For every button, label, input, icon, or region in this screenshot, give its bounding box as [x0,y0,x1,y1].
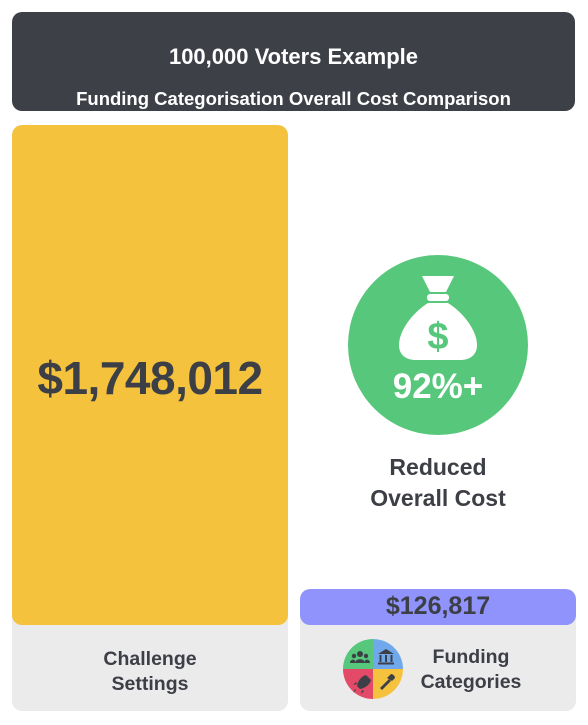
savings-percent: 92%+ [392,367,484,406]
challenge-settings-label: Challenge Settings [12,647,288,697]
wrench-icon [380,674,395,690]
challenge-label-line1: Challenge [103,648,197,670]
funding-cost-bar: $126,817 [300,589,576,625]
challenge-cost-value: $1,748,012 [37,352,263,404]
people-icon [350,651,370,663]
funding-cost-value: $126,817 [385,592,491,620]
money-bag-icon: $ [399,276,477,360]
bank-icon [378,649,394,665]
challenge-label-line2: Settings [111,673,189,695]
reduced-cost-label: Reduced Overall Cost [318,452,558,514]
challenge-settings-card: $1,748,012 Challenge Settings [12,125,288,711]
funding-categories-label: Funding Categories [406,645,536,695]
funding-label-line1: Funding [432,646,510,668]
page-subtitle: Funding Categorisation Overall Cost Comp… [76,88,511,109]
reduced-label-line2: Overall Cost [370,485,506,511]
rocket-icon [353,675,371,694]
page-title: 100,000 Voters Example [168,44,419,69]
funding-categories-card: $126,817 [300,589,576,711]
funding-label-line2: Categories [420,671,522,693]
funding-categories-icon [343,639,403,699]
reduced-label-line1: Reduced [389,454,487,480]
header-banner: 100,000 Voters Example Funding Categoris… [12,12,575,111]
svg-text:$: $ [427,316,448,358]
challenge-cost-bar: $1,748,012 [12,125,288,625]
savings-badge: $ 92%+ [348,255,528,435]
